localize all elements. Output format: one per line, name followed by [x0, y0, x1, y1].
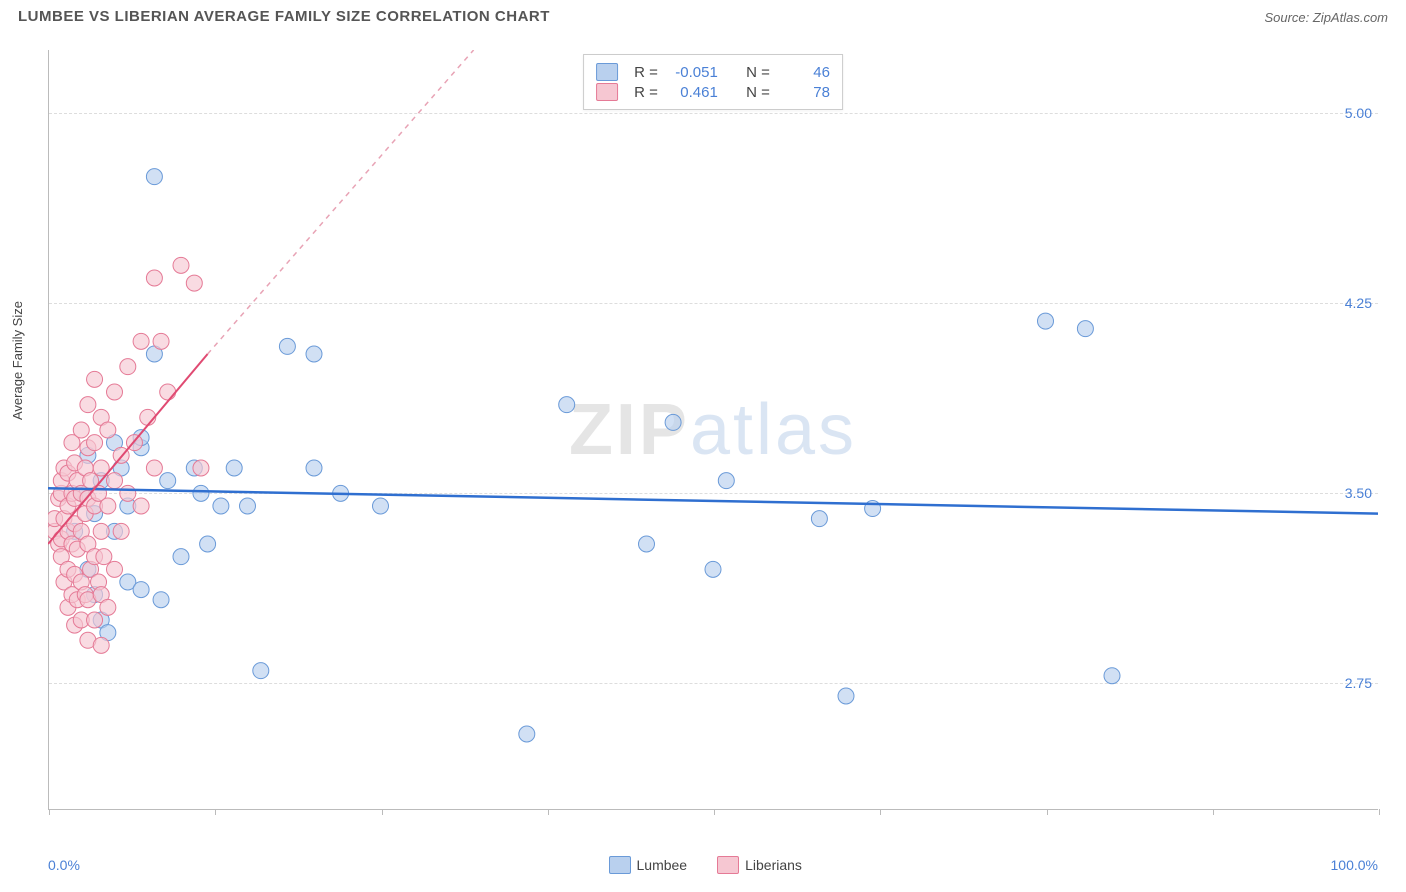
data-point [200, 536, 216, 552]
legend-swatch [596, 83, 618, 101]
data-point [838, 688, 854, 704]
data-point [279, 338, 295, 354]
data-point [120, 359, 136, 375]
source-label: Source: ZipAtlas.com [1264, 10, 1388, 25]
data-point [87, 435, 103, 451]
bottom-legend: Lumbee Liberians [609, 856, 802, 874]
legend-swatch [596, 63, 618, 81]
data-point [173, 257, 189, 273]
chart-title: LUMBEE VS LIBERIAN AVERAGE FAMILY SIZE C… [18, 8, 550, 25]
data-point [80, 397, 96, 413]
legend-label: Liberians [745, 857, 802, 873]
data-point [253, 663, 269, 679]
data-point [373, 498, 389, 514]
data-point [519, 726, 535, 742]
data-point [213, 498, 229, 514]
data-point [160, 473, 176, 489]
x-tick-mark [1379, 809, 1380, 815]
data-point [96, 549, 112, 565]
x-axis-min: 0.0% [48, 857, 80, 873]
data-point [73, 422, 89, 438]
data-point [1038, 313, 1054, 329]
scatter-svg [48, 50, 1378, 810]
data-point [1104, 668, 1120, 684]
data-point [100, 498, 116, 514]
data-point [107, 473, 123, 489]
data-point [87, 612, 103, 628]
data-point [146, 169, 162, 185]
data-point [133, 498, 149, 514]
data-point [100, 422, 116, 438]
stats-legend-row: R = 0.461 N = 78 [596, 83, 830, 101]
stats-legend: R = -0.051 N = 46 R = 0.461 N = 78 [583, 54, 843, 110]
legend-swatch [717, 856, 739, 874]
plot-area: 2.753.504.255.00 ZIPatlas R = -0.051 N =… [48, 50, 1378, 810]
data-point [146, 460, 162, 476]
data-point [306, 460, 322, 476]
data-point [153, 333, 169, 349]
legend-label: Lumbee [637, 857, 688, 873]
data-point [559, 397, 575, 413]
data-point [193, 485, 209, 501]
data-point [133, 582, 149, 598]
data-point [186, 275, 202, 291]
data-point [811, 511, 827, 527]
legend-item: Liberians [717, 856, 802, 874]
data-point [226, 460, 242, 476]
data-point [133, 333, 149, 349]
data-point [87, 371, 103, 387]
x-axis-max: 100.0% [1331, 857, 1378, 873]
data-point [120, 485, 136, 501]
data-point [240, 498, 256, 514]
legend-swatch [609, 856, 631, 874]
stats-legend-row: R = -0.051 N = 46 [596, 63, 830, 81]
x-axis-row: 0.0% Lumbee Liberians 100.0% [48, 856, 1378, 874]
data-point [665, 414, 681, 430]
data-point [146, 270, 162, 286]
data-point [160, 384, 176, 400]
data-point [113, 523, 129, 539]
data-point [107, 384, 123, 400]
data-point [93, 637, 109, 653]
data-point [705, 561, 721, 577]
data-point [639, 536, 655, 552]
data-point [93, 523, 109, 539]
data-point [107, 561, 123, 577]
data-point [306, 346, 322, 362]
data-point [173, 549, 189, 565]
data-point [718, 473, 734, 489]
data-point [153, 592, 169, 608]
y-axis-label: Average Family Size [10, 301, 25, 420]
data-point [1077, 321, 1093, 337]
data-point [100, 599, 116, 615]
data-point [193, 460, 209, 476]
legend-item: Lumbee [609, 856, 688, 874]
